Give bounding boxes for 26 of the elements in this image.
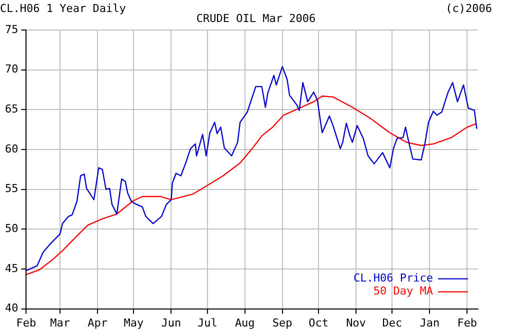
x-tick-label: Apr: [88, 316, 108, 330]
x-tick-label: Oct: [308, 316, 328, 330]
y-tick-label: 50: [4, 222, 18, 235]
y-tick-label: 70: [4, 62, 18, 76]
y-tick-label: 75: [4, 22, 18, 36]
x-tick-label: Sep: [272, 316, 292, 330]
x-tick-label: Feb: [16, 316, 36, 330]
y-tick-label: 65: [4, 102, 18, 116]
y-tick-label: 55: [4, 182, 18, 196]
y-tick-label: 60: [4, 142, 18, 156]
x-tick-label: Mar: [50, 316, 70, 330]
chart-title: CRUDE OIL Mar 2006: [196, 12, 316, 25]
x-tick-label: Jun: [161, 316, 182, 330]
y-tick-label: 40: [4, 302, 18, 315]
text: CL.H06 1 Year Daily: [0, 2, 126, 15]
x-tick-label: Aug: [234, 316, 255, 330]
text: (c)2006: [446, 2, 492, 15]
x-tick-label: Nov: [346, 316, 366, 330]
x-tick-label: Dec: [382, 316, 402, 330]
x-tick-label: Jul: [197, 316, 218, 330]
x-tick-label: Feb: [457, 316, 478, 330]
y-tick-label: 45: [4, 262, 18, 275]
x-tick-label: Jan: [420, 316, 440, 330]
legend-label: CL.H06 Price: [354, 272, 433, 285]
x-tick-label: May: [124, 316, 144, 330]
legend-label: 50 Day MA: [373, 284, 434, 298]
